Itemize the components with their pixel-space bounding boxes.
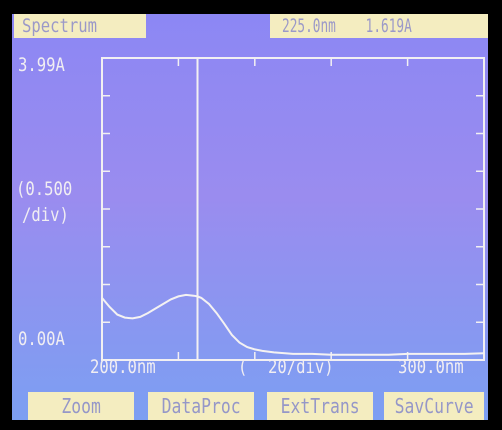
savcurve-softkey-label: SavCurve	[394, 394, 474, 418]
spectrum-chart	[101, 57, 485, 361]
spectrum-curve	[101, 293, 485, 356]
exttrans-softkey[interactable]: ExtTrans	[267, 392, 373, 420]
x-scale-label: 20/div)	[268, 356, 334, 378]
plot-ticks	[102, 58, 484, 360]
mode-label: Spectrum	[14, 14, 146, 38]
cursor-readout-text: 225.0nm 1.619A	[282, 14, 422, 38]
mode-label-text: Spectrum	[22, 15, 98, 37]
plot-frame	[101, 57, 485, 361]
y-axis-min-label: 0.00A	[18, 328, 65, 350]
cursor-readout: 225.0nm 1.619A	[270, 14, 488, 38]
savcurve-softkey[interactable]: SavCurve	[384, 392, 484, 420]
instrument-screen: Spectrum 225.0nm 1.619A 3.99A (0.500 /div…	[12, 14, 488, 420]
cursor-absorbance: 1.619A	[365, 15, 412, 37]
y-axis-max-label: 3.99A	[18, 54, 65, 76]
cursor-wavelength: 225.0nm	[282, 15, 336, 37]
x-axis-min-label: 200.0nm	[90, 356, 156, 378]
y-scale-label-line2: /div)	[22, 204, 69, 226]
dataproc-softkey[interactable]: DataProc	[148, 392, 254, 420]
y-scale-label-line1: (0.500	[16, 178, 73, 200]
x-axis-max-label: 300.0nm	[398, 356, 464, 378]
exttrans-softkey-label: ExtTrans	[280, 394, 360, 418]
zoom-softkey-label: Zoom	[61, 394, 101, 418]
dataproc-softkey-label: DataProc	[161, 394, 241, 418]
zoom-softkey[interactable]: Zoom	[28, 392, 134, 420]
plot-border	[101, 57, 485, 361]
x-scale-open-paren: (	[238, 356, 248, 378]
